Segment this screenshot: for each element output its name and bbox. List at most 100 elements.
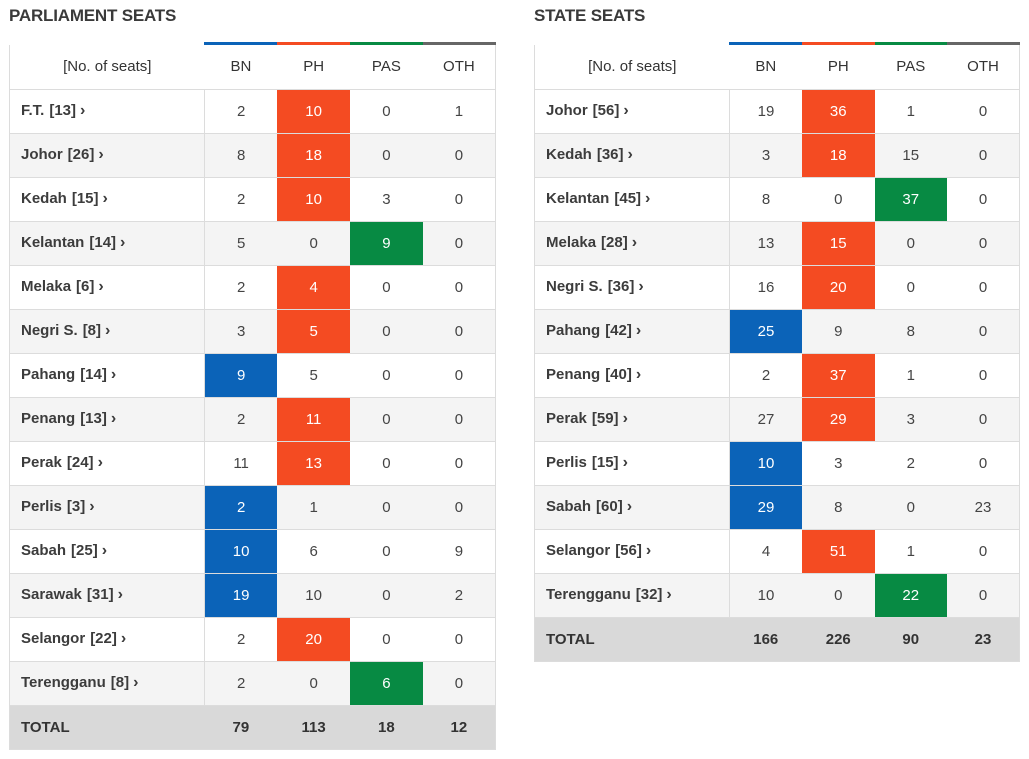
table-row: Melaka [28] › 13 15 0 0 (534, 221, 1020, 266)
ph-seat-value: 15 (802, 221, 875, 266)
chevron-right-icon: › (631, 234, 638, 251)
region-seat-count: [56] (615, 542, 642, 559)
region-link[interactable]: Kedah [36] › (534, 133, 730, 178)
region-link[interactable]: Negri S. [36] › (534, 265, 730, 310)
table-row: Pahang [14] › 9 5 0 0 (9, 353, 496, 398)
bn-color-bar (729, 42, 802, 45)
ph-header: PH (802, 45, 875, 90)
region-link[interactable]: Sabah [60] › (534, 485, 730, 530)
bn-seat-value: 10 (729, 573, 802, 618)
chevron-right-icon: › (101, 542, 108, 559)
bn-header: BN (204, 45, 278, 90)
table-row: Sabah [25] › 10 6 0 9 (9, 529, 496, 574)
chevron-right-icon: › (98, 278, 104, 295)
region-link[interactable]: Kelantan [14] › (9, 221, 205, 266)
oth-seat-value: 0 (422, 617, 496, 662)
oth-color-bar (423, 42, 496, 45)
oth-header: OTH (947, 45, 1020, 90)
pas-seat-value: 0 (350, 397, 423, 442)
parliament-seats-title: PARLIAMENT SEATS (9, 6, 177, 25)
table-header-row: [No. of seats] BN PH PAS OTH (534, 45, 1020, 90)
chevron-right-icon: › (635, 322, 642, 339)
bn-seat-value: 10 (204, 529, 278, 574)
ph-color-bar (277, 42, 350, 45)
oth-total-value: 12 (422, 705, 496, 749)
region-seat-count: [32] (635, 586, 663, 603)
pas-seat-value: 8 (874, 309, 947, 354)
region-name: Sarawak (21, 586, 82, 603)
ph-total-value: 113 (277, 705, 350, 749)
pas-seat-value: 0 (350, 441, 423, 486)
region-link[interactable]: Kelantan [45] › (534, 177, 730, 222)
bn-header: BN (729, 45, 802, 90)
ph-seat-value: 20 (802, 265, 875, 310)
region-seat-count: [26] (67, 146, 95, 163)
region-link[interactable]: Perlis [3] › (9, 485, 205, 530)
oth-color-bar (947, 42, 1020, 45)
ph-seat-value: 36 (802, 89, 875, 134)
region-link[interactable]: Terengganu [8] › (9, 661, 205, 706)
region-seat-count: [3] (66, 498, 86, 515)
region-name: Melaka (546, 234, 597, 251)
oth-seat-value: 0 (422, 397, 496, 442)
pas-color-bar (874, 42, 948, 45)
region-link[interactable]: Selangor [22] › (9, 617, 205, 662)
bn-seat-value: 4 (729, 529, 802, 574)
chevron-right-icon: › (120, 234, 126, 251)
region-link[interactable]: Sabah [25] › (9, 529, 205, 574)
region-name: Penang (21, 410, 76, 427)
ph-seat-value: 0 (802, 177, 875, 222)
region-link[interactable]: Negri S. [8] › (9, 309, 205, 354)
chevron-right-icon: › (645, 542, 652, 559)
oth-seat-value: 0 (947, 221, 1020, 266)
region-link[interactable]: Sarawak [31] › (9, 573, 205, 618)
state-rows: Johor [56] › 19 36 1 0 Kedah [36] › 3 18 15 0 Kelantan… (534, 89, 1020, 661)
region-link[interactable]: Penang [13] › (9, 397, 205, 442)
region-link[interactable]: Melaka [28] › (534, 221, 730, 266)
region-link[interactable]: Kedah [15] › (9, 177, 205, 222)
region-link[interactable]: Johor [26] › (9, 133, 205, 178)
chevron-right-icon: › (80, 102, 86, 119)
region-name: Kedah (21, 190, 67, 207)
chevron-right-icon: › (110, 410, 117, 427)
bn-seat-value: 2 (204, 177, 278, 222)
region-name: Terengganu (546, 586, 631, 603)
bn-seat-value: 2 (204, 617, 278, 662)
chevron-right-icon: › (110, 366, 117, 383)
table-row: Selangor [22] › 2 20 0 0 (9, 617, 496, 662)
ph-color-bar (801, 42, 875, 45)
region-link[interactable]: Johor [56] › (534, 89, 730, 134)
pas-seat-value: 0 (350, 309, 423, 354)
oth-seat-value: 1 (422, 89, 496, 134)
region-name: Sabah (21, 542, 67, 559)
region-link[interactable]: Perlis [15] › (534, 441, 730, 486)
table-row: Kelantan [45] › 8 0 37 0 (534, 177, 1020, 222)
region-link[interactable]: Selangor [56] › (534, 529, 730, 574)
oth-seat-value: 0 (947, 441, 1020, 486)
ph-seat-value: 18 (802, 133, 875, 178)
region-name: Negri S. (21, 322, 78, 339)
region-link[interactable]: Pahang [42] › (534, 309, 730, 354)
region-name: Kelantan (21, 234, 85, 251)
bn-seat-value: 5 (204, 221, 278, 266)
region-link[interactable]: Perak [59] › (534, 397, 730, 442)
table-row: Kedah [15] › 2 10 3 0 (9, 177, 496, 222)
region-seat-count: [14] (80, 366, 107, 383)
oth-seat-value: 0 (422, 177, 496, 222)
region-link[interactable]: Pahang [14] › (9, 353, 205, 398)
region-name: Sabah (546, 498, 592, 515)
ph-seat-value: 0 (277, 221, 350, 266)
region-seat-count: [28] (601, 234, 628, 251)
pas-seat-value: 3 (350, 177, 423, 222)
bn-seat-value: 2 (204, 397, 278, 442)
region-link[interactable]: Perak [24] › (9, 441, 205, 486)
chevron-right-icon: › (97, 454, 103, 471)
pas-seat-value: 9 (350, 221, 423, 266)
pas-seat-value: 0 (874, 485, 947, 530)
region-link[interactable]: Melaka [6] › (9, 265, 205, 310)
region-link[interactable]: Terengganu [32] › (534, 573, 730, 618)
region-link[interactable]: F.T. [13] › (9, 89, 205, 134)
region-link[interactable]: Penang [40] › (534, 353, 730, 398)
bn-seat-value: 3 (729, 133, 802, 178)
total-row: TOTAL 79 113 18 12 (9, 705, 496, 749)
